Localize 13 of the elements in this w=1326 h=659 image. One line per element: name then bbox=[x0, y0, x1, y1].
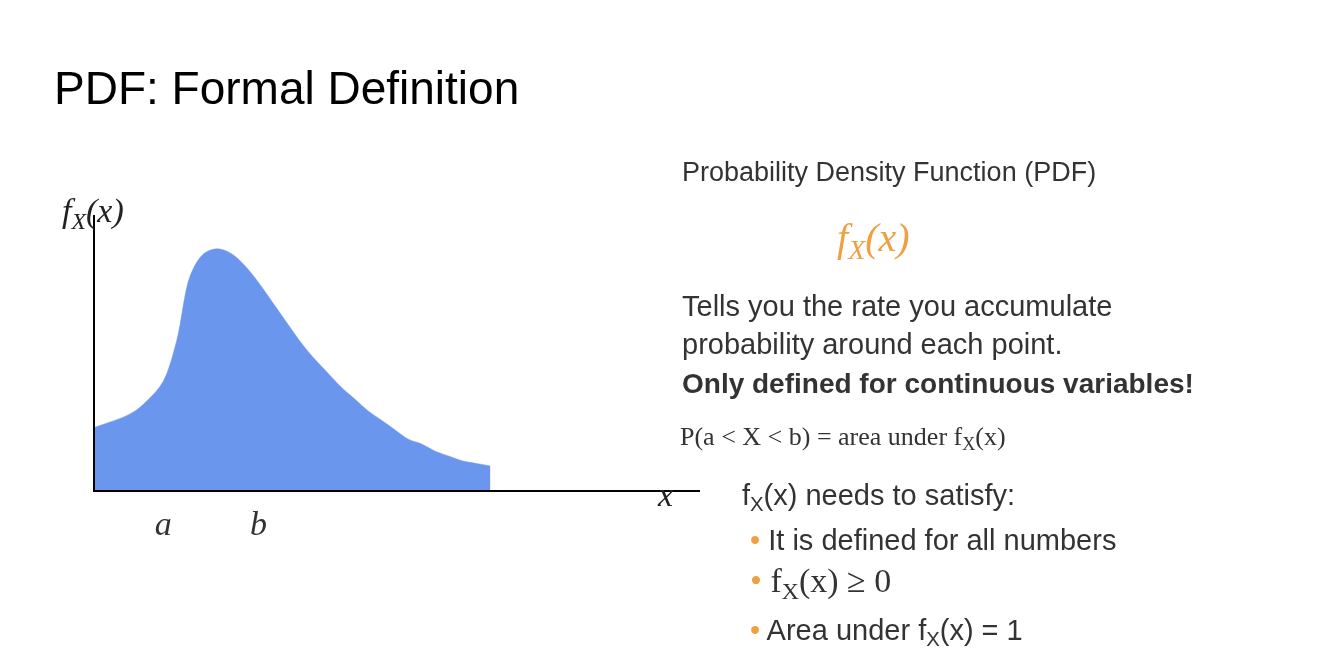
text: Tells you the rate you accumulate probability around each point. bbox=[682, 290, 1113, 360]
text: f$_{X}$(x) needs to satisfy: bbox=[742, 479, 1016, 516]
text: • Area under f$_{X}$(x) = 1 bbox=[750, 614, 1023, 651]
y-axis-title: f$_{X}$(x) bbox=[62, 192, 124, 235]
text: Only defined for continuous variables! bbox=[682, 368, 1194, 399]
text: • It is defined for all numbers bbox=[750, 524, 1117, 556]
text: f$_{X}$(x) bbox=[837, 215, 910, 266]
x-tick-label: a bbox=[154, 504, 172, 542]
text: • f$_{X}$(x) ≥ 0 bbox=[750, 562, 892, 605]
x-tick-label: b bbox=[250, 504, 268, 542]
text: P(a < X < b) = area under f$_{X}$(x) bbox=[680, 422, 1006, 455]
text: Probability Density Function (PDF) bbox=[682, 157, 1097, 187]
chart-title: PDF: Formal Definition bbox=[54, 62, 520, 114]
